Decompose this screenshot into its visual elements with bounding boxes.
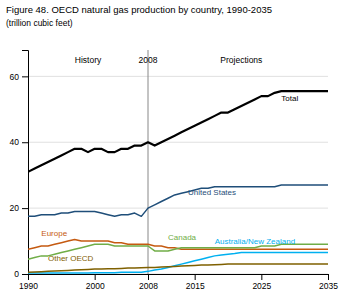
x-tick-mark (195, 274, 196, 280)
y-tick: 40 (10, 137, 28, 147)
series-label: Australia/New Zealand (215, 237, 295, 246)
y-tick-label: 0 (14, 269, 19, 279)
x-tick-mark (95, 274, 96, 280)
reference-line (148, 50, 149, 274)
x-tick-mark (328, 274, 329, 280)
x-axis-line (29, 275, 329, 281)
x-tick-label: 2008 (139, 281, 158, 291)
y-axis-line (22, 51, 29, 275)
series-label: Europe (41, 229, 67, 238)
x-tick-mark (148, 274, 149, 280)
x-tick-label: 1990 (19, 281, 38, 291)
x-axis: 1990 2000 2008 2015 2025 2035 (19, 274, 338, 291)
y-tick: 60 (10, 72, 28, 82)
grid-line (28, 76, 328, 77)
series-label: Canada (168, 233, 197, 242)
series-labels: Total United States Europe Canada Australia/… (41, 94, 298, 264)
x-tick: 2015 (186, 274, 205, 291)
x-tick-label: 2000 (86, 281, 105, 291)
subtitle: (trillion cubic feet) (6, 18, 73, 28)
chart: Figure 48. OECD natural gas production b… (0, 0, 340, 296)
y-tick-mark (22, 208, 28, 209)
annotations: History 2008 Projections (75, 55, 263, 65)
y-tick-mark (22, 76, 28, 77)
y-tick-mark (22, 274, 28, 275)
series-line (28, 91, 328, 172)
x-tick-label: 2035 (319, 281, 338, 291)
grid-line (28, 208, 328, 209)
grid (28, 76, 328, 274)
y-axis: 0 20 40 60 (10, 51, 29, 280)
x-tick: 2025 (252, 274, 271, 291)
plot-area (28, 50, 328, 274)
x-tick: 2035 (319, 274, 338, 291)
y-tick: 20 (10, 203, 28, 213)
annotation: 2008 (139, 55, 158, 65)
y-tick-mark (22, 142, 28, 143)
x-tick-label: 2015 (186, 281, 205, 291)
y-tick-label: 20 (10, 203, 20, 213)
x-tick-label: 2025 (252, 281, 271, 291)
y-tick-label: 60 (10, 72, 20, 82)
x-tick-mark (261, 274, 262, 280)
series-label: Total (281, 94, 298, 103)
x-tick: 2008 (139, 274, 158, 291)
y-tick-label: 40 (10, 137, 20, 147)
x-tick: 1990 (19, 274, 38, 291)
annotation: Projections (220, 55, 262, 65)
series-line (28, 185, 328, 216)
y-tick: 0 (14, 269, 28, 279)
annotation: History (75, 55, 102, 65)
series-line (28, 264, 328, 272)
series-line (28, 253, 328, 273)
series-label: Other OECD (48, 254, 94, 263)
series-label: United States (188, 188, 236, 197)
x-tick: 2000 (86, 274, 105, 291)
title: Figure 48. OECD natural gas production b… (6, 4, 272, 15)
grid-line (28, 142, 328, 143)
